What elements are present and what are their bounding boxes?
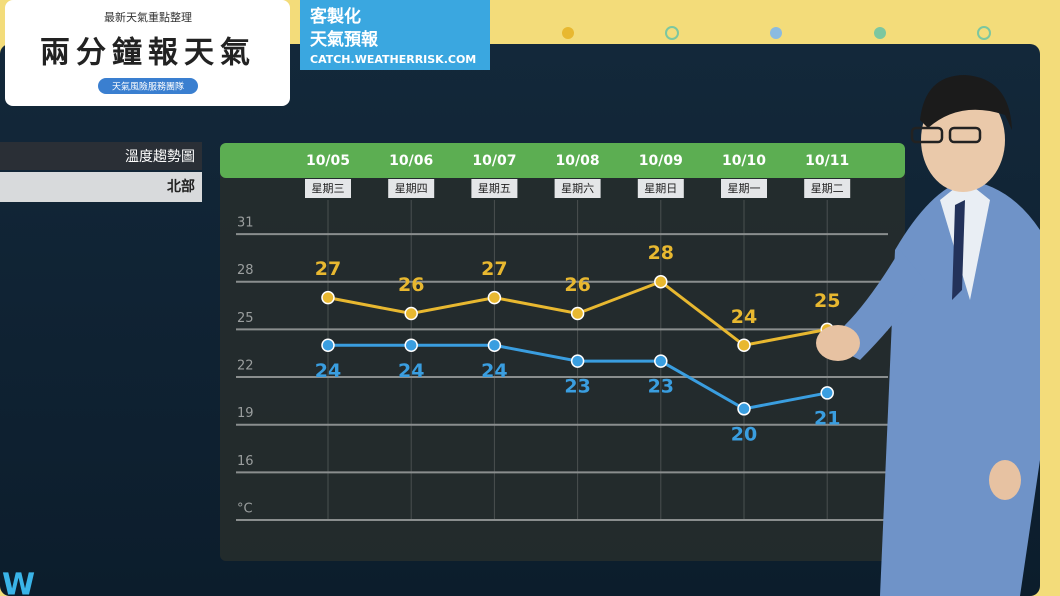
logo-main: 兩分鐘報天氣: [40, 36, 256, 71]
x-tick-label: 10/08: [556, 153, 600, 169]
point: [654, 354, 668, 368]
banner-line1: 客製化: [309, 6, 361, 27]
weekday-box: [305, 179, 351, 198]
value-label: 21: [814, 407, 840, 429]
logo-pill-text: 天氣風險服務團隊: [112, 81, 184, 93]
weekday-label: 星期五: [478, 182, 511, 195]
point: [737, 402, 751, 416]
x-tick-label: 10/11: [805, 153, 849, 169]
point: [321, 338, 335, 353]
y-tick-label: 16: [237, 454, 254, 469]
value-label: 28: [648, 242, 674, 264]
value-label: 23: [648, 376, 674, 398]
point: [404, 306, 418, 321]
x-tick-label: 10/06: [389, 153, 433, 169]
point: [654, 274, 668, 289]
chart-title: 溫度趨勢圖: [125, 149, 195, 165]
x-tick-label: 10/10: [722, 153, 766, 169]
weekday-label: 星期日: [644, 182, 677, 195]
value-label: 24: [731, 306, 757, 328]
value-label: 27: [315, 258, 341, 280]
y-tick-label: 31: [237, 216, 254, 231]
value-label: 23: [564, 376, 590, 398]
weekday-box: [388, 179, 435, 198]
y-tick-label: 19: [237, 406, 254, 421]
point: [570, 354, 585, 368]
weekday-label: 星期一: [728, 182, 761, 195]
weekday-box: [637, 179, 684, 198]
weekday-label: 星期二: [811, 182, 844, 195]
value-label: 26: [398, 274, 424, 296]
y-tick-label: 25: [237, 311, 254, 326]
logo-pill: [98, 78, 198, 94]
logo-top: 最新天氣重點整理: [104, 10, 192, 24]
point: [404, 338, 418, 353]
weekday-label: 星期四: [395, 182, 428, 195]
point: [820, 386, 834, 400]
point: [570, 306, 585, 321]
chart-subtitle: 北部: [167, 178, 195, 195]
corner-logo: W: [2, 568, 35, 596]
decor-dots: [562, 26, 991, 40]
title-bar: [0, 142, 202, 170]
logo-box: [5, 0, 290, 106]
subtitle-bar: [0, 172, 202, 202]
weekday-box: [804, 179, 851, 198]
presenter: [816, 75, 1040, 596]
x-tick-label: 10/09: [639, 153, 683, 169]
value-label: 24: [481, 360, 507, 382]
point: [321, 290, 335, 305]
x-tick-label: 10/05: [306, 153, 350, 169]
weekday-label: 星期六: [561, 182, 594, 195]
y-tick-label: °C: [237, 502, 253, 517]
value-label: 24: [398, 360, 424, 382]
date-band: [220, 143, 905, 178]
value-label: 25: [814, 290, 840, 312]
value-label: 24: [315, 360, 341, 382]
y-tick-label: 28: [237, 263, 254, 278]
value-label: 20: [731, 423, 757, 445]
weekday-box: [471, 179, 518, 198]
weekday-box: [554, 179, 601, 198]
point: [737, 338, 751, 353]
banner: [300, 0, 490, 70]
chart-panel: [220, 143, 905, 561]
weekday-box: [721, 179, 767, 198]
x-tick-label: 10/07: [472, 153, 516, 169]
y-tick-label: 22: [237, 359, 254, 374]
value-label: 27: [481, 258, 507, 280]
point: [487, 290, 502, 305]
banner-url: CATCH.WEATHERRISK.COM: [310, 53, 476, 66]
value-label: 26: [564, 274, 590, 296]
banner-line2: 天氣預報: [310, 29, 379, 50]
weekday-label: 星期三: [312, 182, 345, 195]
point: [487, 338, 502, 353]
